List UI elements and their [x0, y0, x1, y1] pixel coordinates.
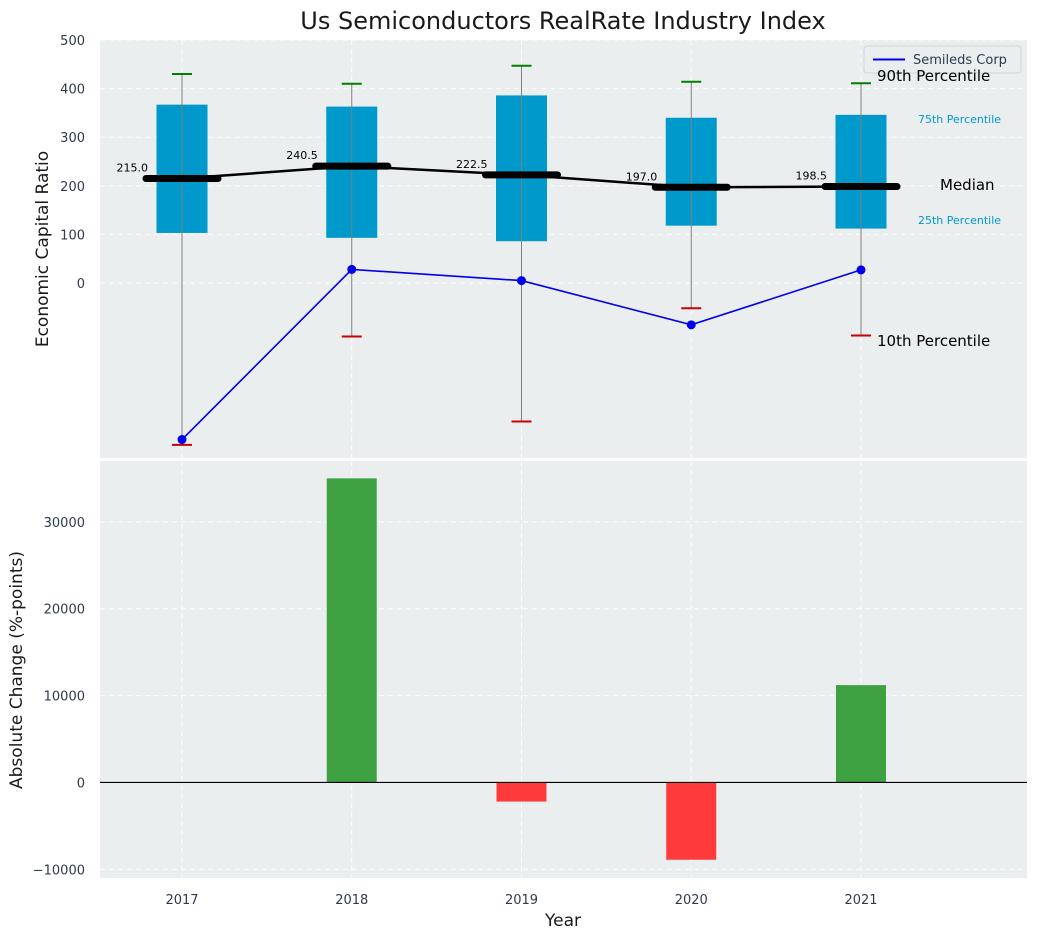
bar-chart-background — [100, 461, 1027, 878]
box-plot-background — [100, 40, 1027, 458]
series-point-semileds-corp-2021 — [856, 265, 866, 275]
legend[interactable]: Semileds Corp — [863, 45, 1022, 74]
bar-chart-y-ticks: −10000 0 10000 20000 30000 — [33, 516, 85, 879]
box-plot-y-ticks: 0 100 200 300 400 500 — [60, 34, 85, 292]
x-axis-label: Year — [544, 911, 581, 931]
x-tick-label-2018: 2018 — [335, 893, 368, 908]
y-tick-label: 100 — [60, 228, 85, 243]
bar-2019 — [496, 782, 547, 802]
median-value-label-2021: 198.5 — [796, 170, 828, 183]
bar-2020 — [666, 782, 717, 860]
y-tick-label: 30000 — [44, 516, 85, 531]
y-tick-label: 500 — [60, 34, 85, 49]
x-axis-ticks: 2017 2018 2019 2020 2021 — [165, 893, 877, 908]
y-tick-label: 0 — [77, 776, 85, 791]
series-point-semileds-corp-2018 — [347, 264, 357, 274]
y-tick-label: 400 — [60, 83, 85, 98]
annotation-25th-percentile: 25th Percentile — [918, 214, 1001, 227]
series-point-semileds-corp-2017 — [177, 435, 187, 445]
y-tick-label: 10000 — [44, 690, 85, 705]
x-tick-label-2021: 2021 — [844, 893, 877, 908]
x-tick-label-2020: 2020 — [675, 893, 708, 908]
y-tick-label: 200 — [60, 180, 85, 195]
median-value-label-2020: 197.0 — [626, 170, 658, 183]
chart-title: Us Semiconductors RealRate Industry Inde… — [300, 7, 825, 35]
y-tick-label: −10000 — [33, 863, 85, 878]
series-point-semileds-corp-2019 — [517, 276, 526, 286]
series-point-semileds-corp-2020 — [686, 320, 696, 330]
bar-2021 — [836, 685, 886, 783]
annotation-median: Median — [940, 176, 995, 194]
box-plot-y-axis-label: Economic Capital Ratio — [33, 151, 53, 347]
box-plot-panel: 0 100 200 300 400 500 215.0 240.5 222.5 197.0 198… — [33, 34, 1027, 458]
bar-chart-bars — [100, 478, 1027, 860]
median-value-label-2019: 222.5 — [456, 158, 488, 171]
x-tick-label-2017: 2017 — [165, 893, 198, 908]
y-tick-label: 300 — [60, 131, 85, 146]
bar-chart-y-axis-label: Absolute Change (%-points) — [7, 551, 27, 789]
y-tick-label: 20000 — [44, 603, 85, 618]
bar-2018 — [326, 478, 377, 783]
annotation-10th-percentile: 10th Percentile — [877, 332, 990, 350]
y-tick-label: 0 — [77, 277, 85, 292]
median-value-label-2018: 240.5 — [286, 149, 318, 162]
legend-box — [863, 45, 1022, 74]
median-value-label-2017: 215.0 — [117, 162, 149, 175]
legend-label-semileds-corp: Semileds Corp — [913, 53, 1007, 68]
annotation-90th-percentile: 90th Percentile — [877, 67, 990, 85]
annotation-75th-percentile: 75th Percentile — [918, 113, 1001, 126]
x-tick-label-2019: 2019 — [505, 893, 538, 908]
box-plot-marks: 215.0 240.5 222.5 197.0 198.5 — [117, 64, 901, 446]
